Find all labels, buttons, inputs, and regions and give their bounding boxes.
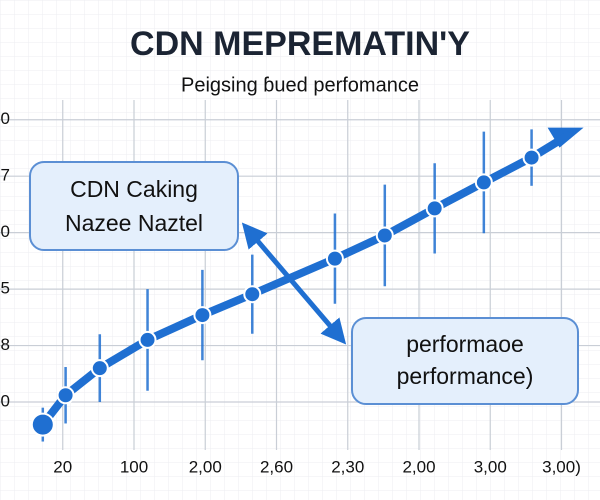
x-tick-label: 2,30 (331, 457, 364, 476)
x-tick-label: 3,00 (474, 457, 507, 476)
data-point (193, 306, 212, 325)
annotation-text: performance) (397, 363, 534, 389)
y-tick-label: 8 (1, 335, 10, 354)
annotation-text: CDN Caking (70, 176, 198, 202)
chart-title: CDN MEPREMATIN'Y (130, 25, 470, 63)
data-point (375, 226, 394, 245)
y-tick-label: 0 (1, 222, 10, 241)
chart-subtitle: Peigsing ɓued perfomance (181, 74, 419, 96)
x-tick-label: 100 (120, 457, 148, 476)
y-tick-label: 0 (1, 109, 10, 128)
data-point (522, 148, 541, 167)
data-point (138, 330, 157, 349)
data-point (243, 285, 262, 304)
data-point (425, 199, 444, 218)
x-tick-label: 2,60 (260, 457, 293, 476)
annotation-text: performaoe (406, 331, 524, 357)
annotation-box (29, 161, 239, 251)
data-point (325, 249, 344, 268)
y-tick-label: 5 (1, 279, 10, 298)
data-point (90, 359, 109, 378)
annotation-box (351, 317, 579, 405)
y-tick-label: 0 (1, 392, 10, 411)
x-tick-label: 2,00 (402, 457, 435, 476)
x-tick-label: 20 (53, 457, 72, 476)
data-point (474, 173, 493, 192)
x-tick-label: 2,00 (189, 457, 222, 476)
data-point (30, 412, 55, 437)
y-tick-label: 7 (1, 166, 10, 185)
annotation-text: Nazee Naztel (65, 210, 203, 236)
x-tick-label: 3,00) (542, 457, 581, 476)
data-point (56, 386, 75, 405)
annotation-arrow (241, 222, 347, 345)
